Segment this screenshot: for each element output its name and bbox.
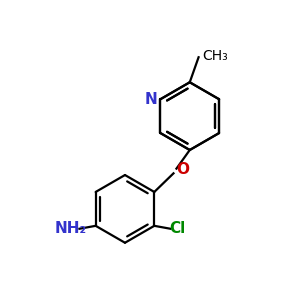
Text: O: O bbox=[176, 162, 189, 177]
Text: CH₃: CH₃ bbox=[202, 49, 228, 63]
Text: N: N bbox=[144, 92, 157, 107]
Text: Cl: Cl bbox=[169, 221, 185, 236]
Text: NH₂: NH₂ bbox=[55, 221, 87, 236]
